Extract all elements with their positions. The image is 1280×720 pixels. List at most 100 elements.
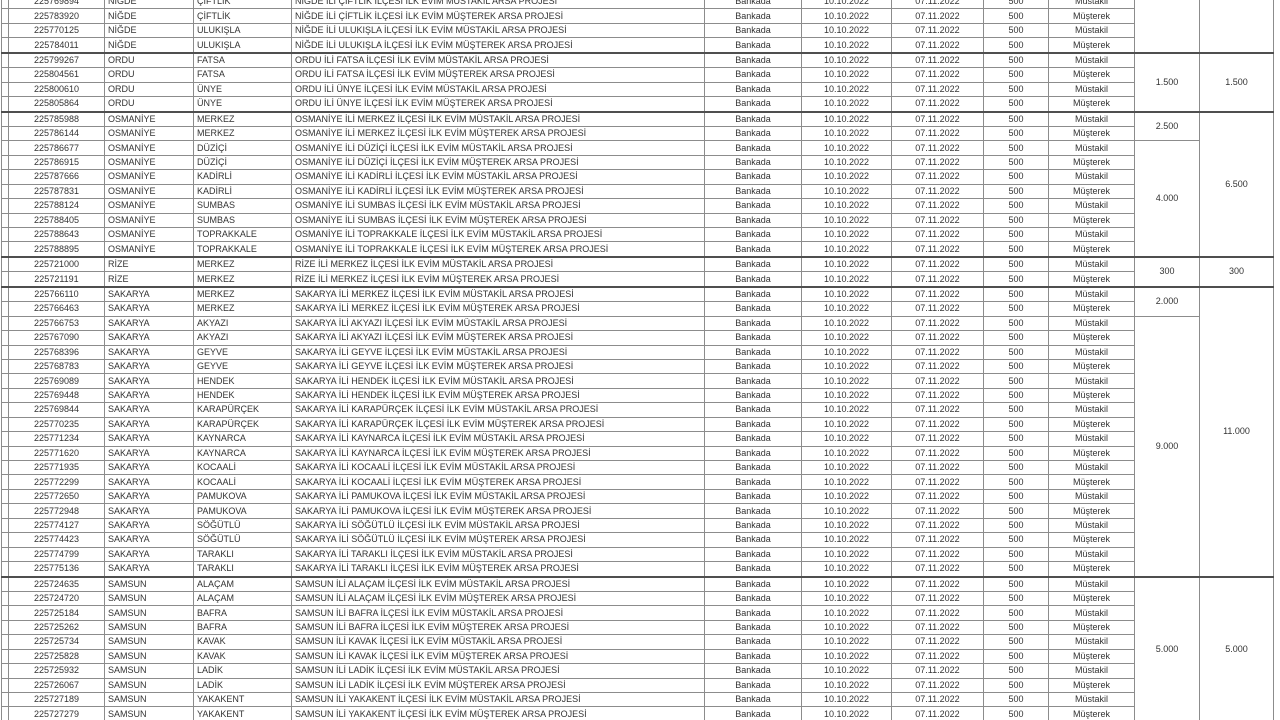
cell-area: 500	[983, 169, 1049, 185]
cell-type: Müşterek	[1048, 445, 1135, 462]
cell-area: 500	[983, 198, 1049, 214]
cell-type: Müşterek	[1048, 241, 1135, 258]
cell-left-margin	[1, 344, 9, 360]
cell-date2: 07.11.2022	[891, 532, 984, 548]
cell-area: 500	[983, 241, 1049, 258]
cell-date1: 10.10.2022	[801, 677, 892, 694]
cell-date2: 07.11.2022	[891, 605, 984, 621]
cell-type: Müstakil	[1048, 488, 1135, 505]
cell-left-margin	[1, 241, 9, 258]
cell-project-id: 225771935	[8, 459, 105, 476]
cell-source: Bankada	[704, 431, 802, 447]
cell-source: Bankada	[704, 198, 802, 214]
table-row: 225724635 SAMSUN ALAÇAM SAMSUN İLİ ALAÇAM İ…	[1, 575, 1274, 720]
table-row: 225727279 SAMSUN YAKAKENT SAMSUN İLİ YAKAKE…	[1, 706, 1274, 720]
cell-type: Müşterek	[1048, 212, 1135, 229]
cell-province: SAKARYA	[104, 459, 194, 476]
cell-project-id: 225767090	[8, 330, 105, 346]
cell-date1: 10.10.2022	[801, 634, 892, 650]
table-row: 225774423 SAKARYA SÖĞÜTLÜ SAKARYA İLİ SÖĞÜT…	[1, 532, 1274, 548]
cell-province: SAKARYA	[104, 561, 194, 577]
cell-project-name: RİZE İLİ MERKEZ İLÇESİ İLK EVİM MÜŞTEREK…	[291, 271, 705, 288]
cell-province: SAKARYA	[104, 402, 194, 418]
cell-province: SAKARYA	[104, 344, 194, 360]
cell-district: ÇİFTLİK	[193, 0, 292, 10]
cell-type: Müşterek	[1048, 271, 1135, 288]
table-row: 225786144 OSMANİYE MERKEZ OSMANİYE İLİ MERK…	[1, 125, 1274, 142]
cell-project-id: 225721191	[8, 271, 105, 288]
cell-type: Müstakil	[1048, 459, 1135, 476]
cell-project-id: 225805864	[8, 96, 105, 112]
cell-project-id: 225727189	[8, 691, 105, 708]
cell-type: Müstakil	[1048, 51, 1135, 69]
cell-source: Bankada	[704, 503, 802, 519]
cell-date2: 07.11.2022	[891, 445, 984, 462]
cell-date1: 10.10.2022	[801, 402, 892, 418]
cell-district: TOPRAKKALE	[193, 226, 292, 243]
cell-area: 500	[983, 255, 1049, 273]
cell-source: Bankada	[704, 315, 802, 332]
table-row: 225766110 SAKARYA MERKEZ SAKARYA İLİ MERKEZ…	[1, 285, 1274, 577]
cell-left-margin	[1, 373, 9, 389]
cell-province: OSMANİYE	[104, 198, 194, 214]
cell-area: 500	[983, 67, 1049, 83]
cell-province: ORDU	[104, 96, 194, 112]
cell-district: BAFRA	[193, 605, 292, 621]
cell-type: Müşterek	[1048, 183, 1135, 200]
cell-project-id: 225726067	[8, 677, 105, 694]
cell-date1: 10.10.2022	[801, 706, 892, 720]
cell-source: Bankada	[704, 285, 802, 303]
cell-project-name: SAKARYA İLİ SÖĞÜTLÜ İLÇESİ İLK EVİM MÜST…	[291, 517, 705, 534]
cell-type: Müstakil	[1048, 198, 1135, 214]
cell-date1: 10.10.2022	[801, 67, 892, 83]
cell-date2: 07.11.2022	[891, 575, 984, 592]
cell-date2: 07.11.2022	[891, 634, 984, 650]
cell-date1: 10.10.2022	[801, 8, 892, 24]
cell-source: Bankada	[704, 37, 802, 54]
cell-source: Bankada	[704, 255, 802, 273]
cell-province: SAMSUN	[104, 648, 194, 665]
cell-source: Bankada	[704, 590, 802, 607]
table-row: 225772299 SAKARYA KOCAALİ SAKARYA İLİ KOCAA…	[1, 474, 1274, 490]
cell-district: AKYAZI	[193, 315, 292, 332]
cell-type: Müstakil	[1048, 22, 1135, 39]
cell-district: PAMUKOVA	[193, 503, 292, 519]
cell-project-name: SAMSUN İLİ ALAÇAM İLÇESİ İLK EVİM MÜSTAK…	[291, 575, 705, 592]
cell-left-margin	[1, 706, 9, 720]
cell-date2: 07.11.2022	[891, 125, 984, 142]
cell-province: OSMANİYE	[104, 212, 194, 229]
cell-project-id: 225788643	[8, 226, 105, 243]
cell-source: Bankada	[704, 634, 802, 650]
table-row: 225727189 SAMSUN YAKAKENT SAMSUN İLİ YAKAKE…	[1, 691, 1274, 708]
cell-source: Bankada	[704, 301, 802, 317]
cell-date1: 10.10.2022	[801, 590, 892, 607]
cell-district: SUMBAS	[193, 212, 292, 229]
cell-date2: 07.11.2022	[891, 706, 984, 720]
cell-project-name: OSMANİYE İLİ SUMBAS İLÇESİ İLK EVİM MÜST…	[291, 198, 705, 214]
cell-area: 500	[983, 706, 1049, 720]
cell-type: Müstakil	[1048, 575, 1135, 592]
cell-source: Bankada	[704, 532, 802, 548]
cell-district: GEYVE	[193, 358, 292, 375]
cell-date1: 10.10.2022	[801, 81, 892, 98]
cell-date2: 07.11.2022	[891, 271, 984, 288]
cell-date1: 10.10.2022	[801, 110, 892, 127]
table-row: 225786915 OSMANİYE DÜZİÇİ OSMANİYE İLİ DÜZİ…	[1, 154, 1274, 171]
cell-subtotal: 1.500	[1134, 51, 1200, 112]
cell-source: Bankada	[704, 81, 802, 98]
cell-date1: 10.10.2022	[801, 271, 892, 288]
cell-left-margin	[1, 81, 9, 98]
cell-project-name: NİĞDE İLİ ÇİFTLİK İLÇESİ İLK EVİM MÜSTAK…	[291, 0, 705, 10]
cell-date1: 10.10.2022	[801, 546, 892, 563]
cell-project-name: OSMANİYE İLİ TOPRAKKALE İLÇESİ İLK EVİM …	[291, 226, 705, 243]
cell-date1: 10.10.2022	[801, 226, 892, 243]
cell-project-name: ORDU İLİ FATSA İLÇESİ İLK EVİM MÜŞTEREK …	[291, 67, 705, 83]
cell-type: Müşterek	[1048, 67, 1135, 83]
cell-date1: 10.10.2022	[801, 663, 892, 679]
cell-source: Bankada	[704, 271, 802, 288]
cell-date1: 10.10.2022	[801, 51, 892, 69]
cell-left-margin	[1, 488, 9, 505]
cell-left-margin	[1, 546, 9, 563]
cell-date2: 07.11.2022	[891, 373, 984, 389]
table-row: 225786677 OSMANİYE DÜZİÇİ OSMANİYE İLİ DÜZİ…	[1, 140, 1274, 258]
